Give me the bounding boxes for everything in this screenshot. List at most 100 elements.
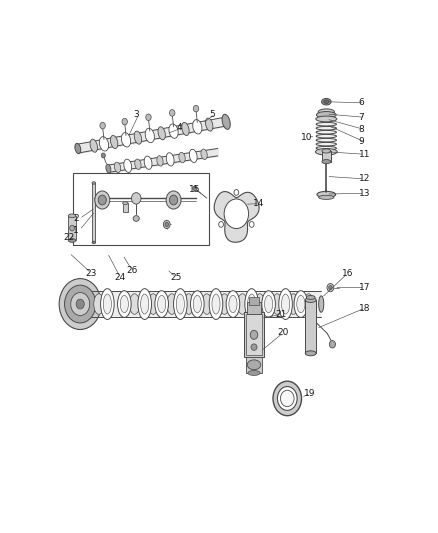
Text: 21: 21 [276,310,287,319]
Ellipse shape [157,156,163,166]
Ellipse shape [117,290,131,317]
Ellipse shape [305,297,316,302]
Circle shape [98,195,106,205]
Ellipse shape [92,182,95,184]
Text: 8: 8 [359,125,364,134]
Ellipse shape [167,294,177,314]
Ellipse shape [202,294,212,314]
Ellipse shape [321,99,331,105]
Ellipse shape [212,294,220,314]
Circle shape [76,299,84,309]
Bar [244,312,264,358]
Ellipse shape [99,136,109,151]
Ellipse shape [166,153,174,166]
Ellipse shape [305,351,316,356]
Circle shape [131,192,141,204]
Ellipse shape [316,116,337,122]
Bar [68,216,76,240]
Circle shape [234,190,239,195]
Ellipse shape [124,159,132,173]
Text: 19: 19 [304,389,316,398]
Text: 15: 15 [189,184,200,193]
Ellipse shape [306,295,315,300]
Circle shape [193,186,197,191]
Circle shape [249,222,254,227]
Ellipse shape [144,156,152,169]
Ellipse shape [103,294,111,314]
Ellipse shape [92,241,95,244]
Circle shape [71,293,90,316]
Text: 14: 14 [253,199,265,208]
Ellipse shape [184,294,194,314]
Bar [249,297,259,305]
Text: 3: 3 [133,109,138,118]
Text: 17: 17 [359,283,370,292]
Circle shape [280,390,294,407]
Text: 1: 1 [74,225,79,235]
Circle shape [163,220,170,229]
Bar [246,357,262,373]
Bar [74,173,209,245]
Ellipse shape [282,294,290,314]
Ellipse shape [120,295,128,313]
Circle shape [101,153,105,158]
Ellipse shape [315,149,337,155]
Circle shape [170,195,178,205]
Ellipse shape [138,289,152,319]
Ellipse shape [145,128,155,143]
Text: 20: 20 [277,328,289,337]
Text: 18: 18 [359,304,370,313]
Text: 24: 24 [114,273,125,282]
Ellipse shape [322,159,331,164]
Ellipse shape [262,290,276,317]
Ellipse shape [101,289,114,319]
Ellipse shape [324,100,329,103]
Ellipse shape [201,149,207,159]
Bar [123,203,128,212]
Ellipse shape [245,289,258,319]
Ellipse shape [114,162,121,173]
Text: 23: 23 [85,269,97,278]
Circle shape [165,222,169,227]
Circle shape [64,285,96,323]
Ellipse shape [182,123,189,135]
Text: 5: 5 [209,109,215,118]
Text: 22: 22 [63,232,74,241]
Ellipse shape [237,294,247,314]
Bar [80,291,321,317]
Ellipse shape [173,289,187,319]
Text: 25: 25 [170,273,181,282]
Ellipse shape [322,149,331,153]
Text: 4: 4 [177,123,183,132]
Bar [322,151,331,161]
Ellipse shape [319,195,334,199]
Ellipse shape [304,294,314,314]
Text: 13: 13 [359,189,370,198]
Ellipse shape [222,114,230,130]
Ellipse shape [176,294,184,314]
Text: 26: 26 [126,266,138,275]
Ellipse shape [134,131,141,144]
Ellipse shape [68,239,76,243]
Ellipse shape [110,135,118,149]
Circle shape [170,110,175,116]
Bar [92,183,95,243]
Ellipse shape [272,294,282,314]
Ellipse shape [209,289,223,319]
Bar [246,314,262,356]
Ellipse shape [318,109,335,115]
Ellipse shape [133,216,139,221]
Text: 2: 2 [74,214,79,223]
Ellipse shape [265,295,273,313]
Ellipse shape [288,294,298,314]
Text: 16: 16 [342,269,353,278]
Ellipse shape [189,149,197,163]
Circle shape [100,123,106,129]
Text: 12: 12 [359,174,370,183]
Ellipse shape [158,295,166,313]
Circle shape [166,191,181,209]
Circle shape [327,284,334,292]
Ellipse shape [193,119,202,134]
Circle shape [59,279,101,329]
Ellipse shape [75,143,81,154]
